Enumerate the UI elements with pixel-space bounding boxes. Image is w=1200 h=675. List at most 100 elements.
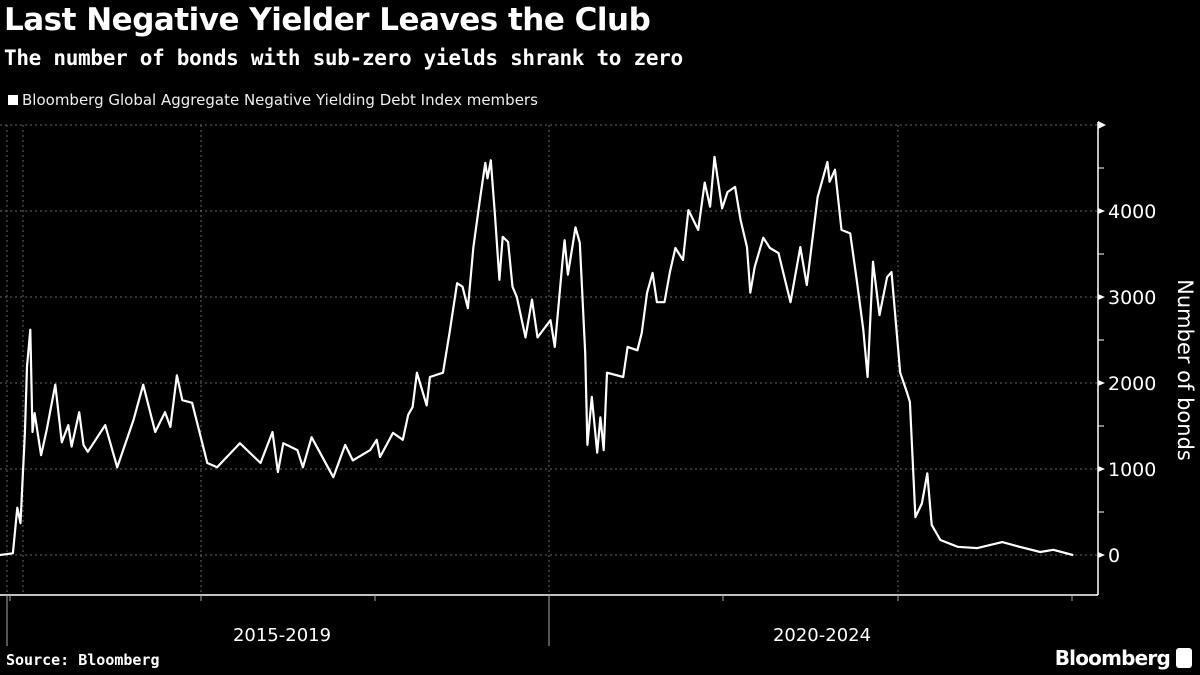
data-point — [489, 159, 492, 162]
data-point — [282, 442, 285, 445]
data-point — [828, 180, 831, 183]
data-point — [401, 438, 404, 441]
data-point — [586, 444, 589, 446]
data-point — [709, 205, 711, 208]
data-point — [271, 431, 274, 433]
data-point — [104, 424, 107, 426]
data-point — [799, 246, 802, 248]
data-point — [494, 216, 496, 218]
data-point — [674, 247, 677, 249]
data-point — [486, 177, 489, 180]
data-point — [734, 186, 736, 188]
chart-subtitle: The number of bonds with sub-zero yields… — [4, 46, 683, 70]
data-point — [472, 246, 475, 248]
data-point — [956, 546, 959, 548]
data-point — [132, 419, 135, 421]
data-point — [176, 374, 178, 377]
data-point — [599, 416, 602, 419]
data-point — [82, 444, 85, 446]
data-point — [646, 291, 648, 294]
data-point — [407, 414, 410, 416]
data-point — [392, 432, 394, 434]
data-point — [622, 376, 625, 378]
data-point — [749, 291, 752, 294]
data-point — [976, 547, 979, 549]
data-point — [12, 552, 14, 555]
x-tick-label: 2020-2024 — [773, 625, 871, 646]
y-tick-marker — [1098, 294, 1105, 300]
data-point — [687, 209, 690, 211]
data-point — [511, 285, 514, 288]
data-point — [40, 454, 42, 457]
data-point — [739, 218, 742, 221]
data-point — [33, 412, 36, 414]
data-point — [206, 462, 209, 464]
data-point — [116, 466, 118, 469]
data-point — [669, 271, 671, 273]
data-point — [866, 376, 869, 378]
data-point — [379, 456, 381, 458]
data-point — [939, 539, 942, 541]
data-point — [626, 346, 629, 348]
data-point — [563, 239, 566, 242]
data-point — [484, 162, 487, 164]
data-point — [721, 207, 723, 210]
data-point — [697, 229, 699, 231]
data-point — [805, 284, 808, 286]
source-note: Source: Bloomberg — [6, 651, 160, 669]
data-point — [310, 436, 313, 438]
data-point — [574, 226, 577, 229]
data-point — [584, 352, 587, 354]
data-point — [921, 502, 923, 505]
data-point — [713, 156, 716, 158]
data-point — [467, 307, 469, 309]
chart-title: Last Negative Yielder Leaves the Club — [4, 2, 651, 38]
data-point — [29, 328, 32, 331]
data-point — [302, 466, 304, 469]
data-point — [762, 236, 765, 239]
data-point — [416, 371, 418, 374]
data-point — [516, 296, 518, 298]
y-tick-label: 4000 — [1108, 201, 1156, 223]
data-point — [1018, 546, 1021, 548]
y-axis-label: Number of bonds — [1173, 279, 1197, 461]
data-point — [531, 298, 533, 301]
data-point — [1052, 549, 1055, 551]
data-point — [70, 445, 73, 448]
data-point — [816, 196, 819, 199]
y-tick-label: 0 — [1108, 545, 1120, 567]
data-point — [0, 554, 1, 556]
data-point — [31, 431, 34, 433]
data-point — [181, 399, 184, 402]
data-point — [501, 236, 504, 238]
data-point — [777, 252, 780, 254]
data-point — [78, 411, 80, 414]
y-tick-marker — [1098, 466, 1105, 472]
y-tick-label: 1000 — [1108, 459, 1156, 481]
data-point — [1001, 541, 1004, 543]
data-point — [878, 314, 881, 316]
y-tick-label: 3000 — [1108, 287, 1156, 309]
data-point — [54, 383, 57, 386]
data-point — [154, 431, 156, 433]
data-point — [1039, 551, 1042, 553]
data-point — [277, 471, 279, 473]
data-point — [567, 273, 569, 276]
series-line — [0, 155, 1074, 557]
data-point — [191, 401, 193, 404]
data-point — [656, 301, 658, 303]
y-tick-marker — [1098, 552, 1105, 558]
data-point — [369, 449, 372, 451]
y-axis-arrow-icon — [1098, 121, 1106, 129]
data-point — [375, 438, 378, 441]
data-point — [703, 181, 706, 184]
data-point — [890, 271, 893, 273]
data-point — [726, 191, 729, 193]
data-point — [536, 336, 539, 339]
data-point — [855, 279, 858, 281]
data-point — [640, 332, 643, 334]
legend-label: Bloomberg Global Aggregate Negative Yiel… — [22, 91, 538, 109]
data-point — [461, 285, 464, 288]
data-point — [930, 524, 933, 526]
